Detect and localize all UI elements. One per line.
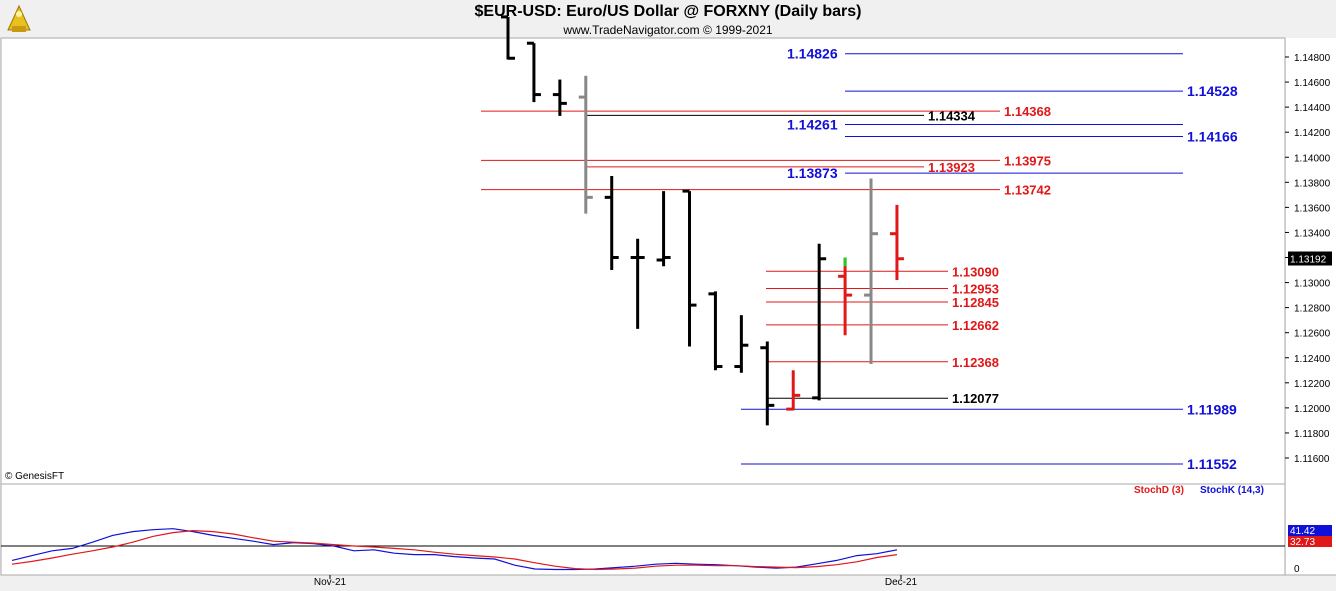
stochd-value-box	[1288, 536, 1332, 547]
stochd-value: 32.73	[1290, 537, 1315, 548]
stochk-value: 41.42	[1290, 526, 1315, 537]
ohlc-bar	[812, 243, 827, 401]
y-tick-label: 1.11600	[1294, 454, 1330, 465]
ohlc-bar	[682, 189, 697, 347]
legend-stochk: StochK (14,3)	[1200, 485, 1264, 496]
level-label-1.13090: 1.13090	[952, 264, 999, 279]
level-label-1.12953: 1.12953	[952, 281, 999, 296]
stoch-tick-0: 0	[1294, 564, 1300, 575]
level-label-1.12662: 1.12662	[952, 318, 999, 333]
stochastic-plot-area	[0, 483, 1286, 576]
y-tick-label: 1.14800	[1294, 53, 1331, 64]
level-label-1.12077: 1.12077	[952, 391, 999, 406]
ohlc-bar	[630, 238, 645, 329]
stoch-series-red	[11, 529, 898, 571]
level-label-1.14166: 1.14166	[1187, 128, 1238, 144]
x-tick-label: Dec-21	[885, 577, 918, 588]
last-price-label: 1.13192	[1290, 255, 1327, 266]
level-label-1.11552: 1.11552	[1187, 456, 1237, 472]
ohlc-bar	[760, 341, 775, 426]
ohlc-bar	[501, 15, 515, 60]
ohlc-bar	[552, 79, 567, 116]
ohlc-bar	[656, 191, 671, 267]
ohlc-bar	[889, 204, 904, 281]
stochk-value-box	[1288, 525, 1332, 536]
level-label-1.14261: 1.14261	[787, 117, 838, 133]
level-label-1.11989: 1.11989	[1187, 401, 1237, 417]
price-axis	[1286, 38, 1336, 575]
chart-header: $EUR-USD: Euro/US Dollar @ FORXNY (Daily…	[0, 0, 1336, 38]
last-price-box	[1288, 251, 1332, 266]
y-tick-label: 1.13600	[1294, 203, 1331, 214]
level-label-1.12845: 1.12845	[952, 295, 999, 310]
trade-navigator-logo	[4, 2, 34, 34]
level-label-1.14334: 1.14334	[928, 108, 976, 123]
y-tick-label: 1.11800	[1294, 429, 1330, 440]
y-tick-label: 1.14000	[1294, 153, 1331, 164]
chart-subtitle: www.TradeNavigator.com © 1999-2021	[563, 23, 773, 37]
y-tick-label: 1.12000	[1294, 404, 1331, 415]
y-tick-label: 1.13800	[1294, 178, 1331, 189]
copyright-label: © GenesisFT	[5, 471, 64, 482]
level-label-1.12368: 1.12368	[952, 355, 999, 370]
ohlc-bar	[708, 291, 723, 371]
ohlc-bar	[578, 75, 593, 214]
level-label-1.14368: 1.14368	[1004, 104, 1051, 119]
y-tick-label: 1.12800	[1294, 304, 1331, 315]
ohlc-bar	[604, 176, 619, 271]
ohlc-bar	[526, 41, 541, 103]
level-label-1.14528: 1.14528	[1187, 83, 1238, 99]
legend-stochd: StochD (3)	[1134, 485, 1184, 496]
ohlc-bar	[838, 257, 853, 336]
ohlc-bar	[864, 178, 879, 365]
level-label-1.13923: 1.13923	[928, 160, 975, 175]
y-tick-label: 1.12200	[1294, 379, 1331, 390]
level-label-1.14826: 1.14826	[787, 46, 838, 62]
level-label-1.13975: 1.13975	[1004, 153, 1051, 168]
ohlc-bar	[734, 315, 749, 373]
y-tick-label: 1.14600	[1294, 78, 1331, 89]
y-tick-label: 1.12400	[1294, 354, 1331, 365]
y-tick-label: 1.14400	[1294, 103, 1331, 114]
y-tick-label: 1.14200	[1294, 128, 1331, 139]
level-label-1.13742: 1.13742	[1004, 183, 1051, 198]
x-tick-label: Nov-21	[314, 577, 347, 588]
chart-title: $EUR-USD: Euro/US Dollar @ FORXNY (Daily…	[474, 3, 862, 20]
price-plot-area	[0, 37, 1286, 485]
level-label-1.13873: 1.13873	[787, 165, 838, 181]
y-tick-label: 1.13000	[1294, 279, 1331, 290]
ohlc-bar	[786, 370, 801, 411]
y-tick-label: 1.12600	[1294, 329, 1331, 340]
y-tick-label: 1.13400	[1294, 228, 1331, 239]
